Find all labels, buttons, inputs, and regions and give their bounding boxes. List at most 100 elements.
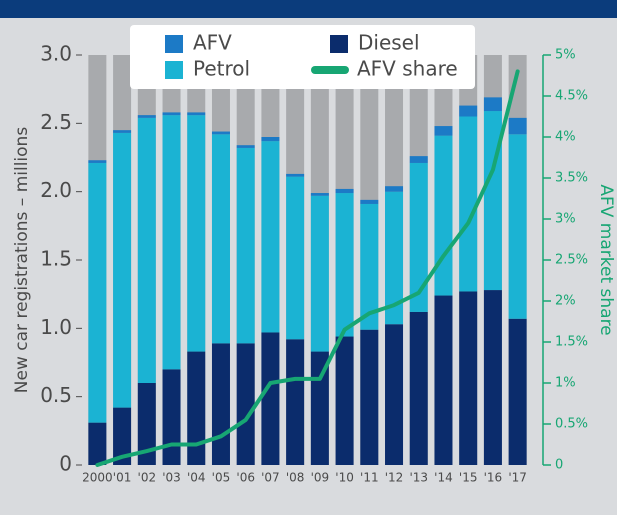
y2-tick-label: 0 [555,458,563,473]
bar-segment [434,126,453,136]
y2-tick-label: 1.5% [555,335,588,350]
bar-segment [236,343,255,465]
bar-segment [286,173,305,177]
legend-swatch [330,35,348,53]
x-tick-label: '12 [385,471,404,485]
x-tick-label: '06 [236,471,255,485]
bar-segment [360,199,379,204]
bar-segment [261,332,280,465]
bar-segment [286,339,305,465]
bar-segment [162,112,181,116]
bar-segment [310,195,329,352]
bar-segment [360,329,379,465]
bar-segment [261,137,280,142]
x-tick-label: '07 [261,471,280,485]
x-tick-label: '15 [459,471,478,485]
legend-label: AFV [193,31,232,55]
legend-label: Petrol [193,57,250,81]
legend-box [130,25,475,89]
y-tick-label: 2.0 [40,178,72,202]
bar-segment [508,117,527,135]
bar-segment [409,162,428,312]
bar-segment [335,193,354,337]
y2-tick-label: 3.5% [555,171,588,186]
bar-segment [113,132,132,408]
x-tick-label: '04 [187,471,206,485]
bar-segment [459,105,478,117]
bar-segment [261,141,280,333]
legend-label: Diesel [358,31,420,55]
bar-segment [236,145,255,148]
y2-tick-label: 5% [555,48,576,63]
x-tick-label: '10 [335,471,354,485]
bar-segment [211,343,230,465]
bar-segment [483,97,502,112]
bar-segment [434,295,453,465]
x-tick-label: '08 [286,471,305,485]
x-tick-label: '05 [212,471,231,485]
x-tick-label: 2000 [82,471,113,485]
y2-tick-label: 2% [555,294,576,309]
bar-segment [508,134,527,319]
y2-tick-label: 2.5% [555,253,588,268]
y-tick-label: 1.0 [40,315,72,339]
bar-segment [385,186,404,192]
y2-tick-label: 4.5% [555,89,588,104]
y-tick-label: 2.5 [40,110,72,134]
bar-segment [211,131,230,135]
bar-segment [286,176,305,340]
bar-segment [88,160,107,163]
bar-segment [187,351,206,465]
bar-segment [335,336,354,465]
header-band [0,0,617,18]
bar-segment [137,383,156,465]
bar-segment [113,407,132,465]
bar-segment [434,135,453,296]
y2-axis-label: AFV market share [596,184,616,335]
bar-segment [187,112,206,116]
y-tick-label: 1.5 [40,247,72,271]
y2-tick-label: 3% [555,212,576,227]
bar-segment [187,115,206,352]
bar-segment [310,193,329,196]
x-tick-label: '14 [434,471,453,485]
x-tick-label: '02 [138,471,157,485]
x-tick-label: '09 [311,471,330,485]
bar-segment [508,318,527,465]
bar-segment [385,324,404,465]
share-line [95,69,520,467]
y-axis-label: New car registrations – millions [12,127,32,394]
bar-segment [137,117,156,383]
bar-segment [335,188,354,194]
legend-swatch [165,61,183,79]
x-tick-label: '01 [113,471,132,485]
bar-segment [409,156,428,163]
bar-segment [236,147,255,344]
bar-segment [459,116,478,292]
bar-segment [137,115,156,118]
y2-tick-label: 4% [555,130,576,145]
x-tick-label: '16 [484,471,503,485]
bar-segment [88,422,107,465]
bar-segment [459,291,478,465]
x-tick-label: '03 [162,471,181,485]
legend-label: AFV share [357,57,458,81]
x-tick-label: '13 [409,471,428,485]
y2-tick-label: 0.5% [555,417,588,432]
bar-segment [162,115,181,370]
y2-tick-label: 1% [555,376,576,391]
bar-segment [113,130,132,133]
y-tick-label: 0 [59,452,72,476]
x-tick-label: '11 [360,471,379,485]
bar-segment [385,191,404,325]
bar-segment [409,311,428,465]
y-tick-label: 3.0 [40,42,72,66]
bar-segment [162,369,181,465]
x-tick-label: '17 [508,471,527,485]
bar-segment [211,134,230,344]
bar-segment [88,162,107,423]
bar-segment [483,290,502,465]
y-tick-label: 0.5 [40,383,72,407]
legend-swatch [165,35,183,53]
